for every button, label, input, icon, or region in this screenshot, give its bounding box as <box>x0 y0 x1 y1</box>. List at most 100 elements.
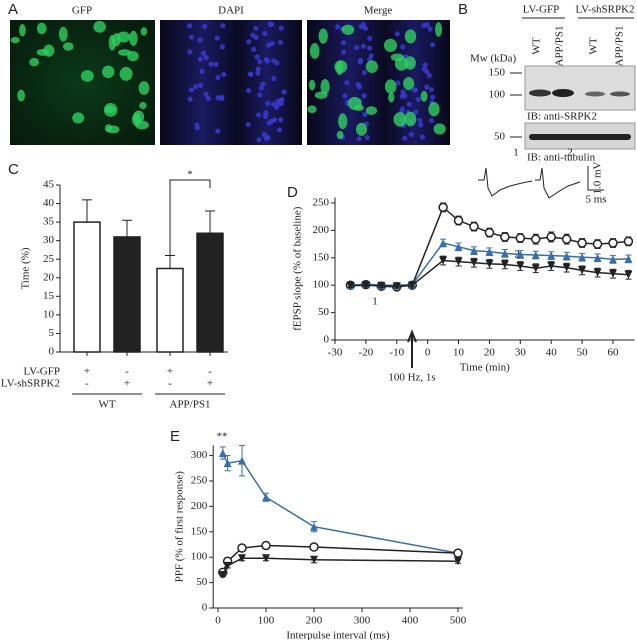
point <box>623 236 634 247</box>
band <box>585 91 605 97</box>
point <box>624 270 633 279</box>
annotation: 1 <box>513 147 519 159</box>
point <box>310 555 318 564</box>
point <box>469 221 479 232</box>
nucleus <box>340 40 347 46</box>
x-tick-label: 60 <box>607 347 619 359</box>
nucleus <box>255 70 261 76</box>
y-tick-label: 40 <box>43 197 55 209</box>
nucleus <box>278 25 284 31</box>
nucleus <box>257 58 263 65</box>
x-tick-label: 40 <box>546 347 558 359</box>
marker-label: 50 <box>494 131 506 143</box>
condition-mark: - <box>208 366 212 378</box>
point <box>624 254 633 263</box>
y-tick-label: 15 <box>43 290 55 302</box>
cell <box>118 49 132 56</box>
nucleus <box>197 37 203 43</box>
series-line <box>350 259 629 288</box>
nucleus <box>427 26 433 32</box>
x-tick-label: 10 <box>453 347 465 359</box>
nucleus <box>267 21 274 27</box>
nucleus <box>402 135 408 141</box>
y-tick-label: 250 <box>191 475 208 487</box>
nucleus <box>277 98 283 104</box>
point <box>454 257 463 266</box>
cell <box>338 113 348 130</box>
nucleus <box>362 111 368 118</box>
point <box>223 561 232 570</box>
point <box>454 242 463 251</box>
nucleus <box>412 87 419 93</box>
nucleus <box>187 49 193 55</box>
nucleus <box>357 59 363 65</box>
condition-mark: - <box>168 378 172 390</box>
nucleus <box>358 23 364 30</box>
series-line <box>350 242 629 286</box>
x-tick-label: 20 <box>484 347 496 359</box>
nucleus <box>187 96 193 102</box>
point <box>261 540 271 551</box>
cell <box>106 125 120 134</box>
nucleus <box>281 89 287 95</box>
nucleus <box>214 35 220 41</box>
nucleus <box>213 61 219 67</box>
cell <box>336 130 344 140</box>
nucleus <box>251 46 257 52</box>
nucleus <box>215 74 221 81</box>
marker-label: 100 <box>489 89 506 101</box>
merge-image <box>307 20 450 145</box>
point <box>561 234 572 244</box>
point <box>377 281 386 290</box>
point <box>577 238 587 248</box>
point <box>238 554 246 563</box>
panel-label: E <box>170 428 180 445</box>
point <box>500 232 510 242</box>
trace <box>535 167 581 199</box>
point <box>453 548 463 558</box>
cell <box>58 26 68 42</box>
blot-label: IB: anti-SRPK2 <box>527 111 597 123</box>
point <box>593 253 602 262</box>
nucleus <box>253 25 259 32</box>
point <box>408 281 417 290</box>
nucleus <box>274 60 280 66</box>
cell <box>72 112 85 124</box>
point <box>309 542 319 552</box>
bar <box>156 267 184 353</box>
point <box>438 202 448 213</box>
point <box>237 543 247 553</box>
cell <box>393 112 407 127</box>
cell <box>119 66 133 81</box>
bar <box>196 232 224 353</box>
cell <box>404 29 417 44</box>
cell <box>433 123 446 135</box>
nucleus <box>335 24 341 30</box>
y-tick-label: 20 <box>43 271 55 283</box>
nucleus <box>277 39 284 45</box>
cell <box>135 120 149 130</box>
point <box>531 264 540 273</box>
x-tick-label: 500 <box>450 615 467 627</box>
cell <box>341 24 355 35</box>
cell <box>19 23 26 37</box>
y-tick-label: 200 <box>191 500 208 512</box>
y-axis-label: Time (%) <box>20 247 32 289</box>
series-line <box>222 452 459 554</box>
nucleus <box>256 112 262 118</box>
x-tick-label: 30 <box>515 347 527 359</box>
nucleus <box>361 93 367 99</box>
cell <box>320 78 330 95</box>
bar <box>73 221 101 353</box>
y-tick-label: 0 <box>49 346 55 358</box>
trace <box>478 167 533 197</box>
cell <box>93 20 106 33</box>
point <box>562 252 571 261</box>
nucleus <box>342 93 348 99</box>
y-tick-label: 0 <box>324 334 330 346</box>
nucleus <box>186 23 193 29</box>
nucleus <box>429 94 436 100</box>
point <box>500 249 509 258</box>
point <box>531 234 541 244</box>
cell <box>140 27 148 36</box>
